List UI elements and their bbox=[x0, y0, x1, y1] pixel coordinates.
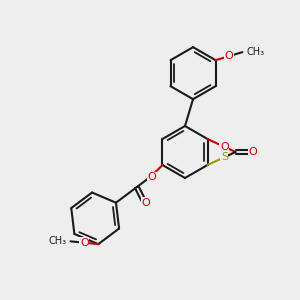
Text: O: O bbox=[148, 172, 157, 182]
Text: O: O bbox=[225, 51, 233, 61]
Text: O: O bbox=[220, 142, 229, 152]
Text: O: O bbox=[80, 238, 89, 248]
Text: CH₃: CH₃ bbox=[48, 236, 66, 246]
Text: S: S bbox=[221, 152, 228, 162]
Text: O: O bbox=[142, 198, 150, 208]
Text: O: O bbox=[248, 147, 257, 157]
Text: CH₃: CH₃ bbox=[246, 47, 265, 57]
